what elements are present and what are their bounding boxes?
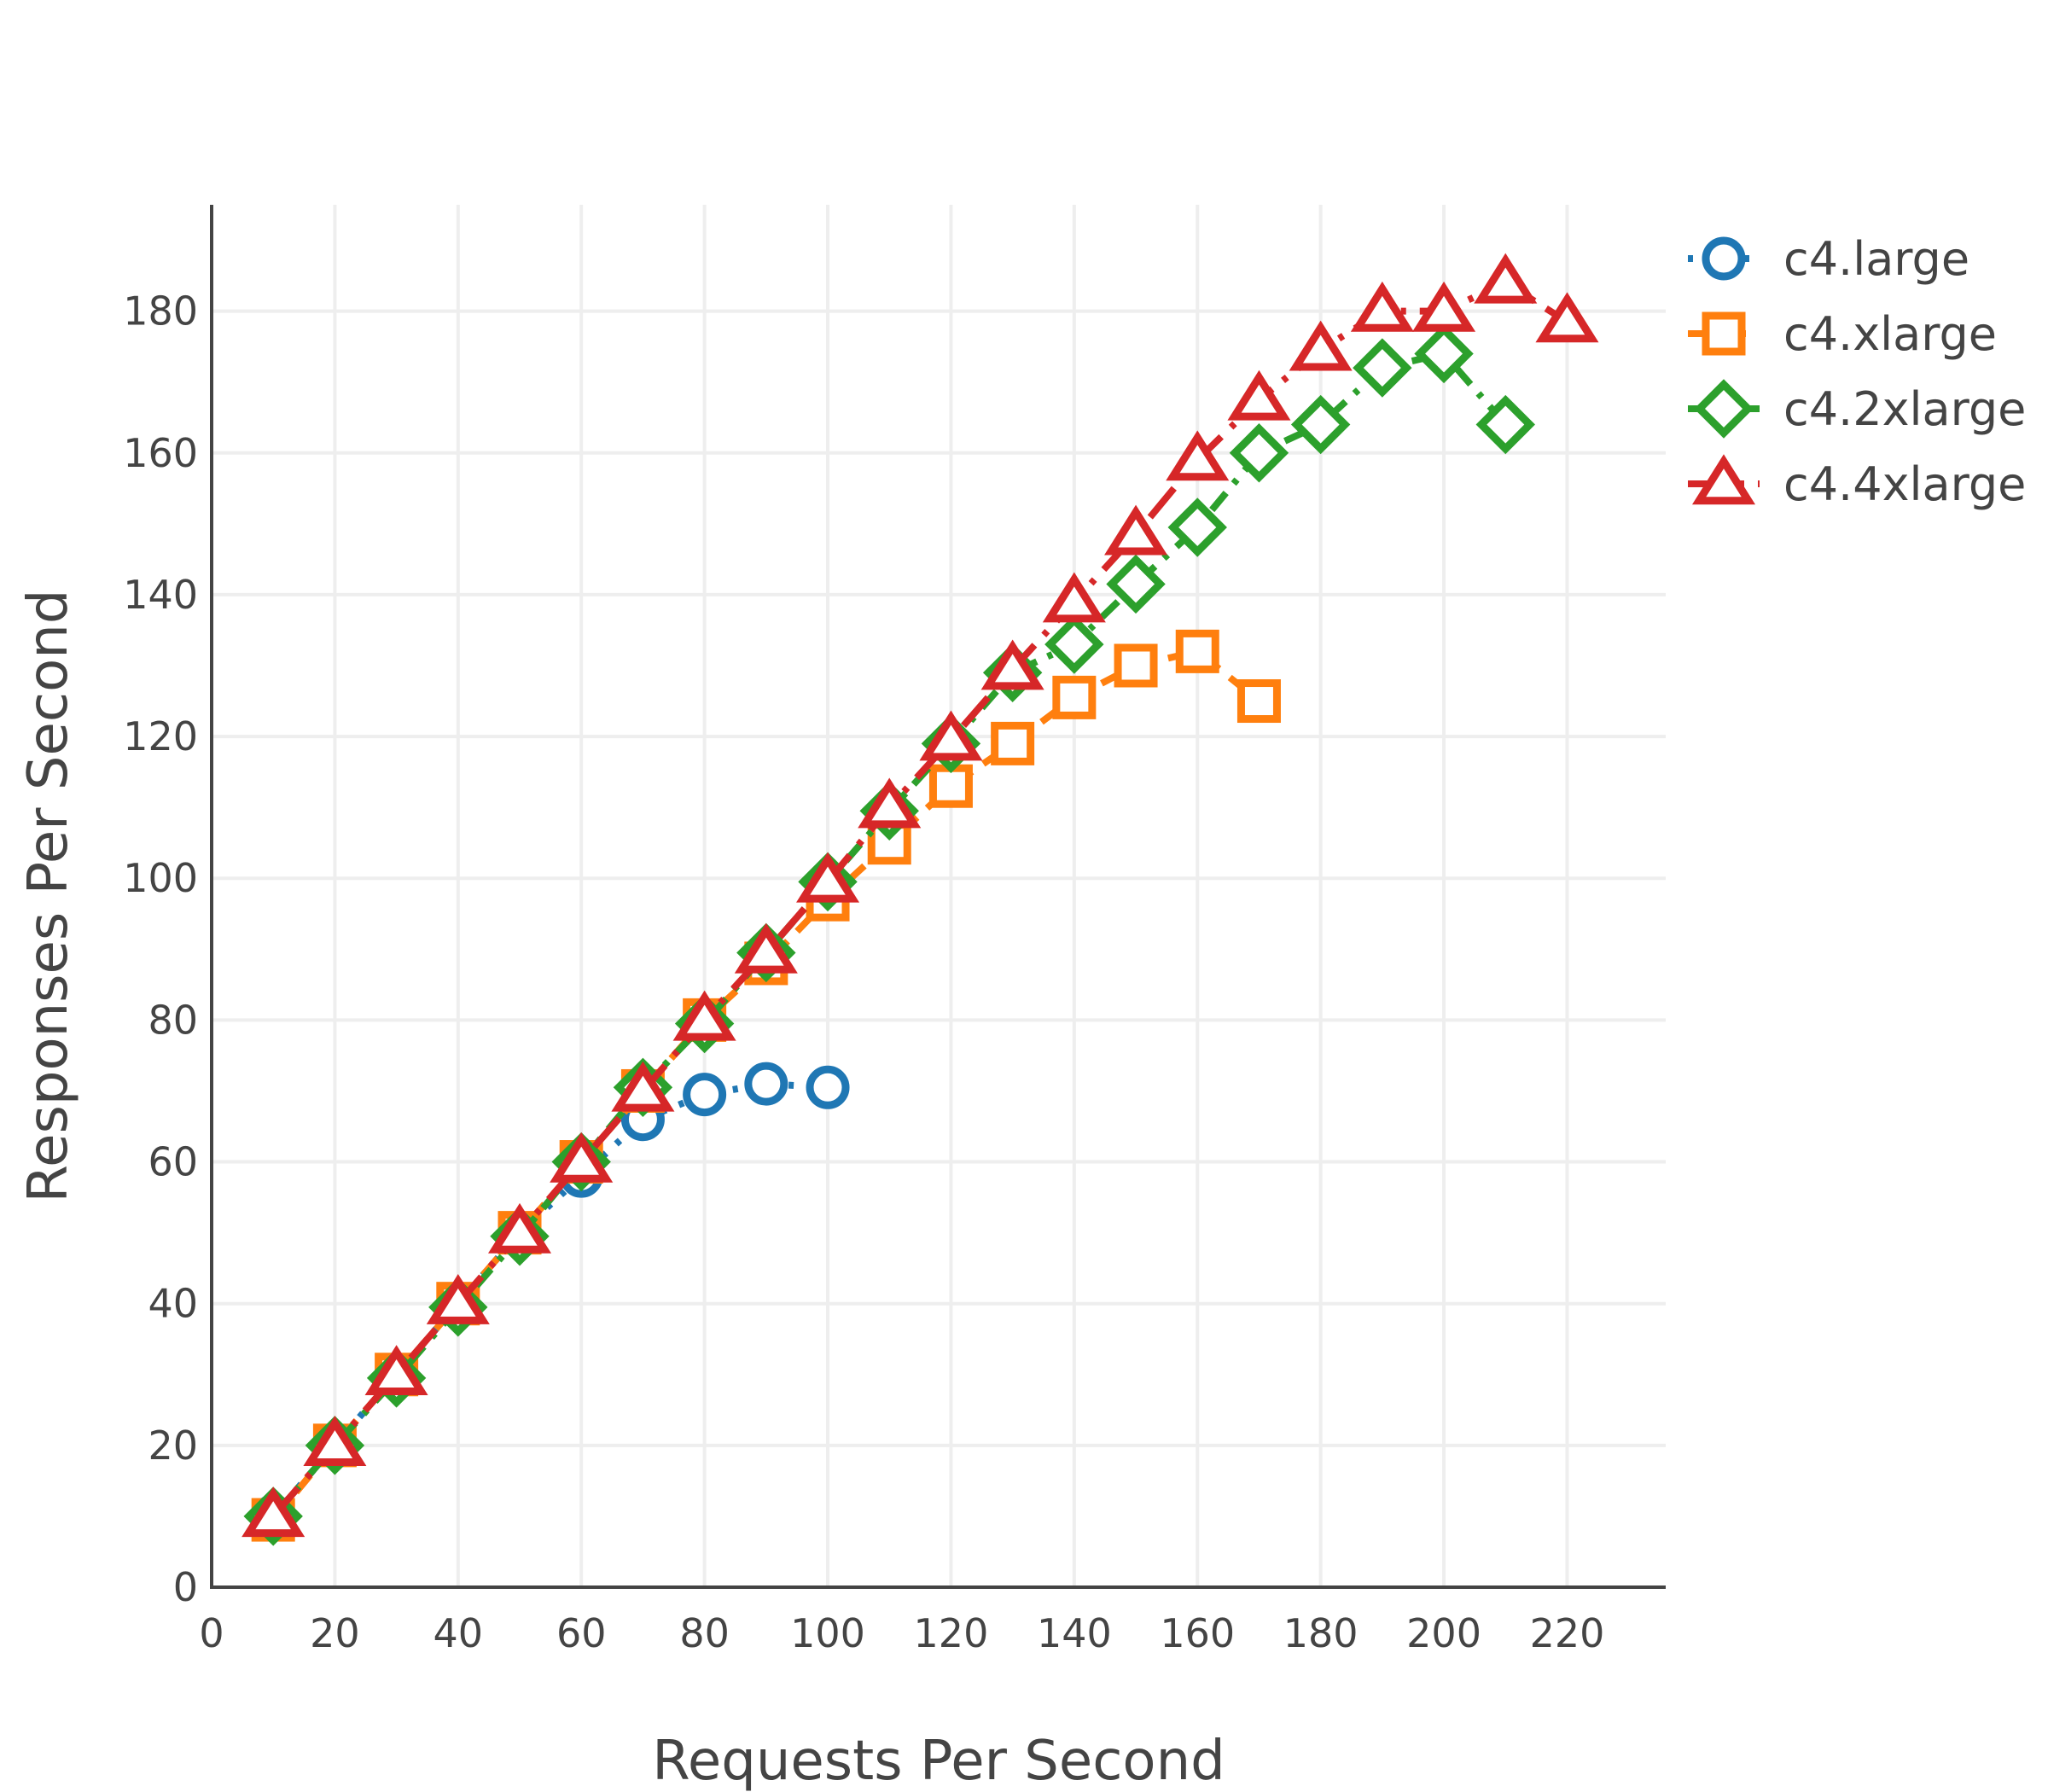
data-point xyxy=(1052,675,1097,719)
y-tick-label: 80 xyxy=(148,997,198,1043)
data-point xyxy=(1474,253,1538,304)
legend-label: c4.4xlarge xyxy=(1783,457,2026,511)
data-point xyxy=(1412,281,1476,332)
y-tick-label: 160 xyxy=(123,430,198,476)
data-point xyxy=(683,1073,727,1117)
y-tick-label: 0 xyxy=(173,1564,198,1610)
data-point xyxy=(303,1416,367,1467)
data-point xyxy=(1227,369,1291,421)
x-tick-label: 60 xyxy=(556,1610,607,1656)
y-tick-label: 40 xyxy=(148,1281,198,1327)
y-tick-label: 100 xyxy=(123,855,198,901)
data-point xyxy=(1166,430,1230,481)
x-axis-title: Requests Per Second xyxy=(652,1730,1225,1792)
data-point xyxy=(991,721,1035,765)
y-tick-label: 120 xyxy=(123,713,198,759)
data-point xyxy=(241,1487,305,1538)
x-tick-label: 80 xyxy=(679,1610,730,1656)
data-point xyxy=(980,639,1044,690)
x-tick-label: 180 xyxy=(1283,1610,1359,1656)
x-tick-label: 140 xyxy=(1037,1610,1112,1656)
data-point xyxy=(1535,292,1599,343)
x-tick-label: 200 xyxy=(1406,1610,1481,1656)
data-point xyxy=(364,1345,428,1395)
data-point xyxy=(1175,629,1219,673)
legend-item: c4.2xlarge xyxy=(1688,379,2026,439)
legend-item: c4.xlarge xyxy=(1688,307,1997,361)
data-point xyxy=(858,777,922,829)
data-point xyxy=(550,1132,614,1183)
data-point xyxy=(1702,236,1746,281)
y-tick-label: 60 xyxy=(148,1139,198,1185)
data-point xyxy=(487,1202,552,1254)
x-tick-label: 220 xyxy=(1530,1610,1605,1656)
data-point xyxy=(1475,394,1535,455)
tick-labels: 0 20 40 60 80 100 120 140 160 180 200 220 0 20 40 60 80 1… xyxy=(123,288,1604,1656)
data-point xyxy=(1353,338,1412,398)
x-tick-label: 100 xyxy=(790,1610,865,1656)
series-layer xyxy=(241,253,1599,1546)
data-point xyxy=(734,922,798,974)
y-tick-label: 140 xyxy=(123,572,198,618)
y-tick-label: 180 xyxy=(123,288,198,335)
data-point xyxy=(919,710,983,761)
data-point xyxy=(928,764,973,808)
data-point xyxy=(1167,497,1227,557)
y-axis-title: Responses Per Second xyxy=(17,590,80,1203)
series-line xyxy=(271,648,1261,1522)
series-4 xyxy=(241,253,1599,1538)
data-point xyxy=(426,1273,490,1324)
data-point xyxy=(1414,323,1474,384)
data-point xyxy=(1691,454,1756,505)
x-tick-label: 0 xyxy=(199,1610,224,1656)
series-3 xyxy=(243,323,1535,1546)
data-point xyxy=(1042,572,1106,623)
legend-label: c4.xlarge xyxy=(1783,307,1997,361)
data-point xyxy=(1289,320,1353,371)
legend-item: c4.large xyxy=(1688,232,1969,286)
data-point xyxy=(1044,614,1104,674)
data-point xyxy=(1114,643,1158,688)
data-point xyxy=(1694,379,1754,439)
data-point xyxy=(1106,554,1166,614)
data-point xyxy=(672,990,736,1041)
legend-label: c4.2xlarge xyxy=(1783,382,2026,436)
axes xyxy=(210,205,1666,1589)
legend-item: c4.4xlarge xyxy=(1688,454,2026,511)
legend-label: c4.large xyxy=(1783,232,1969,286)
data-point xyxy=(1290,394,1351,455)
x-tick-label: 20 xyxy=(310,1610,360,1656)
x-tick-label: 120 xyxy=(914,1610,989,1656)
x-tick-label: 40 xyxy=(433,1610,484,1656)
data-point xyxy=(1350,281,1414,332)
legend: c4.large c4.xlarge c4.2xlarge c4.4xlarge xyxy=(1688,232,2026,511)
data-point xyxy=(1236,679,1281,724)
data-point xyxy=(744,1062,788,1106)
data-point xyxy=(1702,311,1746,356)
data-point xyxy=(1229,423,1289,483)
data-point xyxy=(1104,504,1168,556)
x-tick-label: 160 xyxy=(1160,1610,1235,1656)
data-point xyxy=(796,852,860,903)
y-tick-label: 20 xyxy=(148,1423,198,1469)
data-point xyxy=(611,1061,675,1112)
series-line xyxy=(271,279,1569,1519)
data-point xyxy=(806,1065,850,1109)
grid xyxy=(212,205,1666,1587)
